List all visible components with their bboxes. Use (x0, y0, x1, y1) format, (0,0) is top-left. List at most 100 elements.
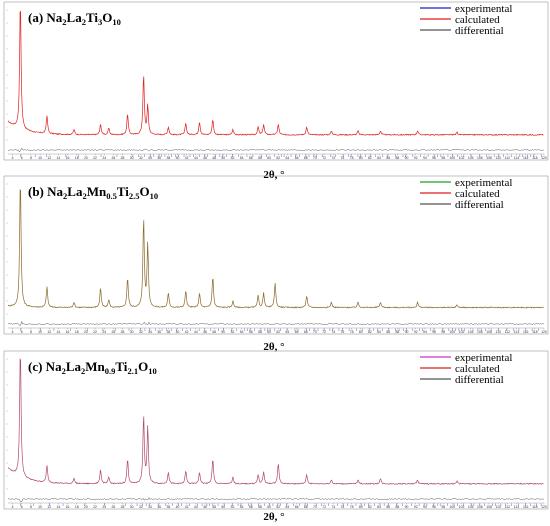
x-tick-label: 80 (359, 505, 363, 509)
x-tick-label: 62 (276, 505, 280, 509)
x-tick-label: 22 (93, 156, 97, 160)
x-tick-label: 58 (258, 505, 262, 509)
x-tick-label: 50 (221, 505, 225, 509)
x-tick-label: 60 (267, 505, 271, 509)
x-tick-label: 56 (249, 330, 253, 334)
x-tick-label: 34 (148, 330, 152, 334)
x-tick-label: 62 (276, 156, 280, 160)
x-tick-label: 84 (377, 330, 381, 334)
x-tick-label: 24 (102, 156, 106, 160)
x-tick-label: 92 (414, 156, 418, 160)
x-tick-label: 42 (185, 156, 189, 160)
x-tick-label: 14 (57, 156, 61, 160)
x-tick-label: 106 (477, 505, 483, 509)
x-tick-label: 12 (47, 330, 51, 334)
x-tick-label: 110 (495, 330, 501, 334)
legend-label-calculated: calculated (455, 14, 500, 26)
x-tick-label: 116 (523, 505, 529, 509)
x-tick-label: 110 (495, 156, 501, 160)
x-tick-label: 36 (157, 505, 161, 509)
x-tick-label: 114 (514, 330, 520, 334)
x-tick-label: 94 (423, 505, 427, 509)
x-tick-label: 6 (21, 330, 23, 334)
x-tick-label: 114 (514, 156, 520, 160)
x-tick-label: 40 (176, 330, 180, 334)
x-tick-label: 58 (258, 156, 262, 160)
x-tick-label: 108 (486, 330, 492, 334)
x-tick-label: 62 (276, 330, 280, 334)
plot-frame (3, 350, 549, 510)
x-tick-label: 6 (21, 505, 23, 509)
x-tick-label: 66 (295, 330, 299, 334)
x-tick-label: 104 (468, 156, 474, 160)
x-tick-label: 104 (468, 505, 474, 509)
x-tick-label: 104 (468, 330, 474, 334)
x-tick-label: 42 (185, 330, 189, 334)
differential-line (7, 497, 545, 503)
x-tick-label: 56 (249, 505, 253, 509)
x-tick-label: 112 (505, 156, 511, 160)
x-tick-label: 6 (21, 156, 23, 160)
x-tick-label: 52 (231, 330, 235, 334)
x-tick-label: 48 (212, 156, 216, 160)
x-tick-label: 20 (84, 505, 88, 509)
panel-title: (c) Na2La2Mn0.9Ti2.1O10 (28, 359, 157, 376)
x-tick-label: 32 (139, 330, 143, 334)
panel-title: (b) Na2La2Mn0.5Ti2.5O10 (28, 184, 158, 201)
x-tick-label: 12 (47, 156, 51, 160)
x-tick-label: 10 (38, 156, 42, 160)
legend-label-calculated: calculated (455, 363, 500, 375)
x-tick-label: 70 (313, 156, 317, 160)
x-tick-label: 106 (477, 156, 483, 160)
x-tick-label: 58 (258, 330, 262, 334)
x-tick-label: 70 (313, 505, 317, 509)
x-tick-label: 34 (148, 156, 152, 160)
x-tick-label: 54 (240, 505, 244, 509)
x-tick-label: 118 (532, 156, 538, 160)
x-tick-label: 26 (111, 156, 115, 160)
x-tick-label: 38 (166, 505, 170, 509)
x-tick-label: 72 (322, 505, 326, 509)
x-tick-label: 70 (313, 330, 317, 334)
x-tick-label: 68 (304, 330, 308, 334)
x-tick-label: 4 (12, 156, 14, 160)
x-tick-label: 30 (130, 505, 134, 509)
x-tick-label: 64 (286, 505, 290, 509)
legend-label-experimental: experimental (455, 177, 512, 189)
x-axis-label: 2θ, ° (263, 169, 284, 181)
x-tick-label: 20 (84, 330, 88, 334)
x-tick-label: 54 (240, 330, 244, 334)
x-tick-label: 110 (495, 505, 501, 509)
x-tick-label: 86 (386, 156, 390, 160)
x-tick-label: 48 (212, 330, 216, 334)
x-tick-label: 90 (405, 156, 409, 160)
x-tick-label: 74 (331, 505, 335, 509)
x-tick-label: 8 (30, 505, 32, 509)
x-tick-label: 94 (423, 156, 427, 160)
x-tick-label: 114 (514, 505, 520, 509)
x-tick-label: 22 (93, 330, 97, 334)
x-tick-label: 108 (486, 505, 492, 509)
x-tick-label: 98 (441, 505, 445, 509)
x-tick-label: 98 (441, 156, 445, 160)
x-axis-label: 2θ, ° (263, 341, 284, 353)
x-tick-label: 90 (405, 505, 409, 509)
x-tick-label: 4 (12, 330, 14, 334)
x-tick-label: 38 (166, 330, 170, 334)
x-tick-label: 66 (295, 505, 299, 509)
x-tick-label: 40 (176, 156, 180, 160)
x-tick-label: 78 (350, 156, 354, 160)
x-tick-label: 12 (47, 505, 51, 509)
x-tick-label: 68 (304, 505, 308, 509)
x-tick-label: 44 (194, 330, 198, 334)
x-tick-label: 74 (331, 156, 335, 160)
x-tick-label: 36 (157, 330, 161, 334)
legend-label-calculated: calculated (455, 188, 500, 200)
x-tick-label: 118 (532, 505, 538, 509)
x-tick-label: 118 (532, 330, 538, 334)
legend-label-differential: differential (455, 199, 504, 211)
x-tick-label: 96 (432, 505, 436, 509)
chart-panel-c: 4 6 8 10 12 14 16 18 20 22 24 26 28 30 32 34 36 38 40 42 44 4… (3, 350, 549, 510)
x-tick-label: 10 (38, 505, 42, 509)
x-tick-label: 72 (322, 330, 326, 334)
